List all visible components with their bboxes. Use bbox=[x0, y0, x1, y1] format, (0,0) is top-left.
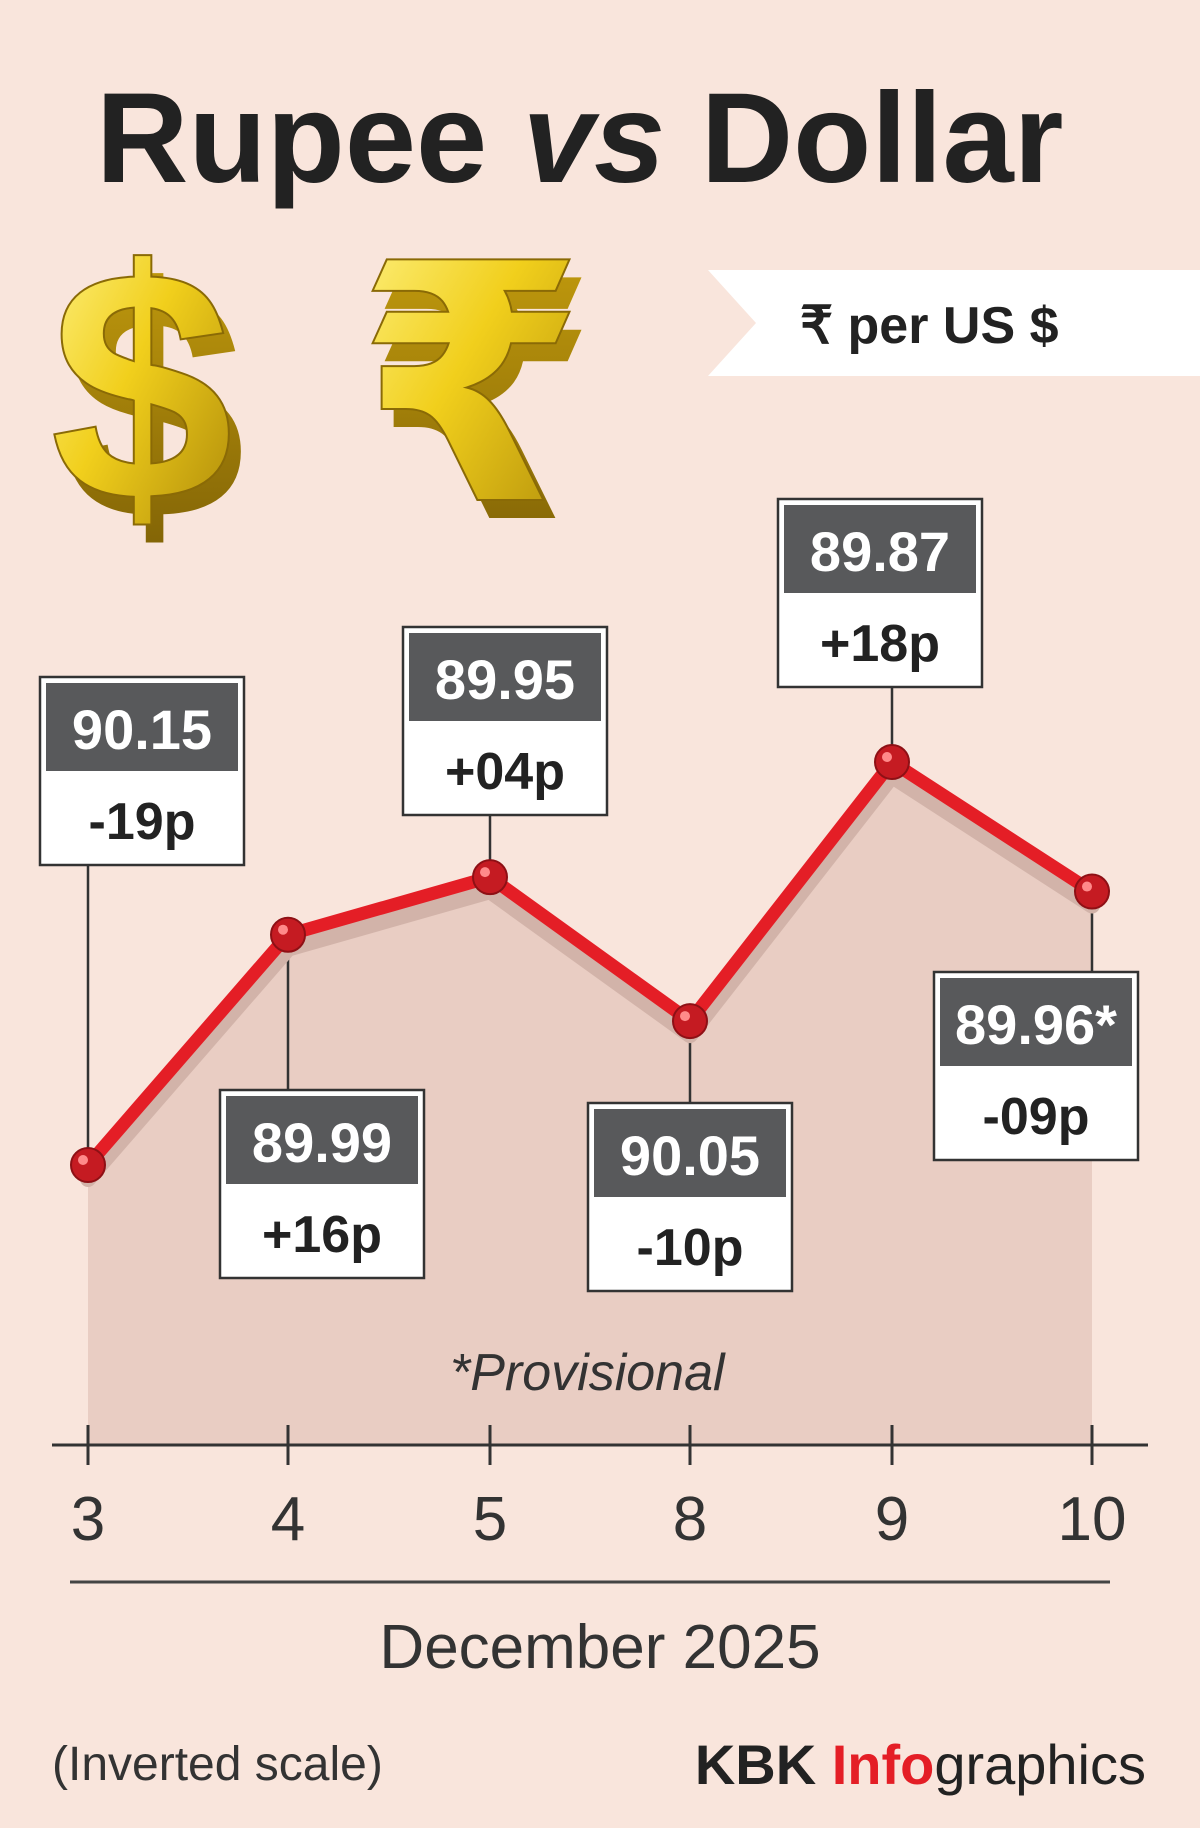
x-tick-label: 4 bbox=[271, 1485, 305, 1554]
change-label: -10p bbox=[637, 1219, 744, 1277]
unit-label: ₹ per US $ bbox=[800, 297, 1059, 355]
change-label: -19p bbox=[89, 793, 196, 851]
data-point bbox=[1074, 873, 1110, 910]
data-point bbox=[270, 916, 306, 953]
svg-text:$: $ bbox=[50, 201, 234, 570]
change-label: +16p bbox=[262, 1206, 382, 1264]
value-label: 89.95 bbox=[435, 648, 575, 711]
x-tick-label: 3 bbox=[71, 1485, 105, 1554]
value-box-header bbox=[226, 1096, 418, 1184]
value-box-header bbox=[784, 505, 976, 593]
series-line-shadow bbox=[80, 768, 1100, 1187]
provisional-note: *Provisional bbox=[450, 1344, 726, 1402]
change-label: +18p bbox=[820, 615, 940, 673]
value-box: 90.05 -10p bbox=[586, 1101, 794, 1293]
value-box-header bbox=[409, 633, 601, 721]
value-label: 90.15 bbox=[72, 698, 212, 761]
svg-text:₹: ₹ bbox=[356, 194, 586, 578]
value-box: 89.95 +04p bbox=[401, 625, 609, 817]
data-point-highlight bbox=[480, 867, 490, 878]
data-point-highlight bbox=[1082, 881, 1092, 892]
inverted-scale-note: (Inverted scale) bbox=[52, 1738, 383, 1791]
value-box-header bbox=[594, 1109, 786, 1197]
value-box-header bbox=[46, 683, 238, 771]
series-line-path bbox=[81, 755, 1099, 1172]
series-line bbox=[80, 755, 1100, 1187]
value-box: 89.87 +18p bbox=[776, 497, 984, 689]
value-boxes: 90.15 -19p 89.99 +16p 89.95 +04p 90.05 -10p 89.8… bbox=[38, 497, 1140, 1293]
x-tick-label: 9 bbox=[875, 1485, 909, 1554]
change-label: -09p bbox=[983, 1088, 1090, 1146]
data-point bbox=[472, 859, 508, 896]
value-label: 89.87 bbox=[810, 520, 950, 583]
value-box: 89.96* -09p bbox=[932, 970, 1140, 1162]
value-label: 89.99 bbox=[252, 1111, 392, 1174]
x-tick-label: 8 bbox=[673, 1485, 707, 1554]
data-point-highlight bbox=[78, 1155, 88, 1165]
value-label: 90.05 bbox=[620, 1124, 760, 1187]
svg-text:$: $ bbox=[62, 219, 246, 588]
data-point-highlight bbox=[680, 1011, 690, 1022]
x-axis-label: December 2025 bbox=[379, 1613, 820, 1682]
data-point bbox=[874, 744, 910, 780]
rupee-sign-icon: ₹ ₹ bbox=[355, 193, 598, 596]
x-axis: 3 4 5 8 9 10 bbox=[52, 1425, 1148, 1554]
chart-title: Rupee vs Dollar bbox=[96, 67, 1063, 210]
value-label: 89.96* bbox=[955, 993, 1117, 1056]
data-point bbox=[70, 1147, 106, 1183]
value-box: 90.15 -19p bbox=[38, 675, 246, 867]
credit: KBK Infographics bbox=[695, 1733, 1146, 1796]
unit-banner: ₹ per US $ bbox=[708, 270, 1200, 376]
x-tick-label: 5 bbox=[473, 1485, 507, 1554]
data-point-highlight bbox=[278, 924, 288, 935]
x-tick-label: 10 bbox=[1058, 1485, 1127, 1554]
value-box: 89.99 +16p bbox=[218, 1088, 426, 1280]
dollar-sign-icon: $ $ bbox=[49, 200, 246, 588]
svg-text:₹: ₹ bbox=[368, 212, 598, 596]
data-point-highlight bbox=[882, 752, 892, 762]
value-box-header bbox=[940, 978, 1132, 1066]
data-point bbox=[672, 1003, 708, 1040]
change-label: +04p bbox=[445, 743, 565, 801]
data-points bbox=[70, 744, 1110, 1183]
